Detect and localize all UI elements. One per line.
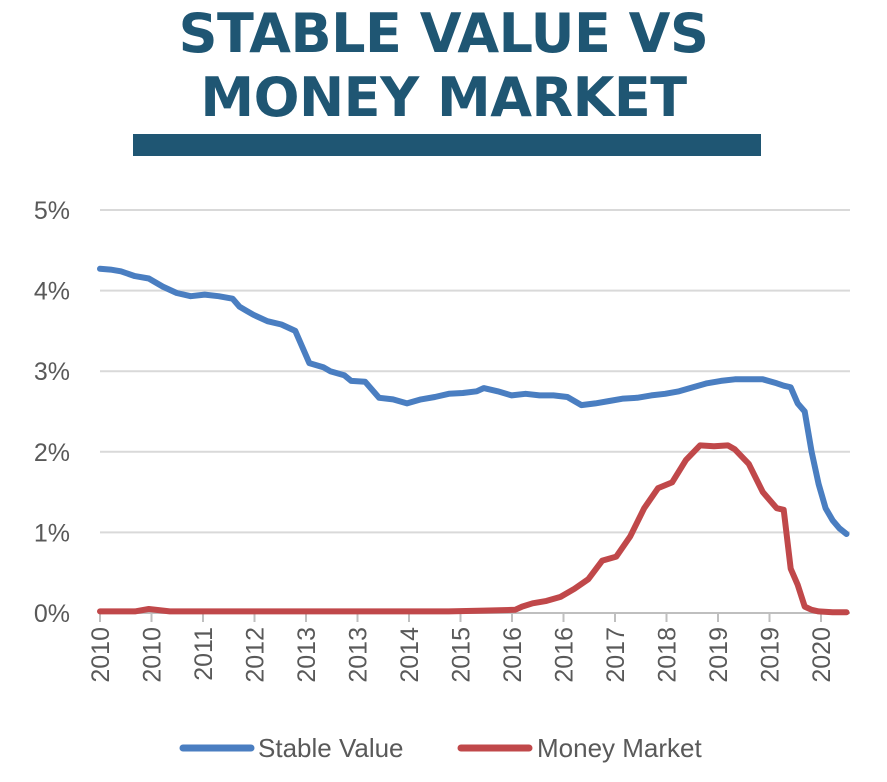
title-line-1: STABLE VALUE VS xyxy=(178,2,709,65)
y-tick-label: 1% xyxy=(34,519,70,547)
x-tick-label: 2016 xyxy=(499,627,527,683)
x-tick-label: 2012 xyxy=(242,627,270,683)
y-tick-label: 2% xyxy=(34,439,70,467)
series-line-stable-value xyxy=(97,265,850,537)
series-line-money-market xyxy=(97,442,850,616)
title-line-2: MONEY MARKET xyxy=(200,66,687,129)
x-axis-tick-labels: 2010 2010 2011 2012 2013 2013 2014 2015 2016 2016… xyxy=(87,627,836,683)
y-tick-label: 3% xyxy=(34,358,70,386)
x-tick-label: 2015 xyxy=(448,627,476,683)
gridlines xyxy=(100,209,850,534)
legend-label: Stable Value xyxy=(258,733,404,763)
x-tick-label: 2019 xyxy=(757,627,785,683)
chart-title: STABLE VALUE VS MONEY MARKET xyxy=(0,2,887,130)
x-tick-label: 2013 xyxy=(293,627,321,683)
x-tick-label: 2020 xyxy=(808,627,836,683)
line-chart: 0%1%2%3%4%5% 2010 2010 2011 2012 2013 2013 201… xyxy=(34,197,850,763)
legend-label: Money Market xyxy=(537,733,702,763)
series-lines xyxy=(97,265,850,616)
y-tick-label: 0% xyxy=(34,600,70,628)
x-tick-label: 2011 xyxy=(190,627,218,681)
x-tick-label: 2019 xyxy=(705,627,733,683)
x-tick-label: 2016 xyxy=(551,627,579,683)
title-underline-bar xyxy=(133,134,761,156)
y-tick-label: 5% xyxy=(34,197,70,225)
x-tick-label: 2013 xyxy=(345,627,373,683)
x-tick-label: 2017 xyxy=(602,627,630,683)
x-tick-label: 2018 xyxy=(654,627,682,683)
legend: Stable Value Money Market xyxy=(179,733,702,763)
y-axis-tick-labels: 0% 1% 2% 3% 4% 5% xyxy=(34,197,70,628)
y-tick-label: 4% xyxy=(34,278,70,306)
x-tick-label: 2010 xyxy=(139,627,167,683)
x-tick-label: 2010 xyxy=(87,627,115,683)
x-tick-label: 2014 xyxy=(396,627,424,683)
